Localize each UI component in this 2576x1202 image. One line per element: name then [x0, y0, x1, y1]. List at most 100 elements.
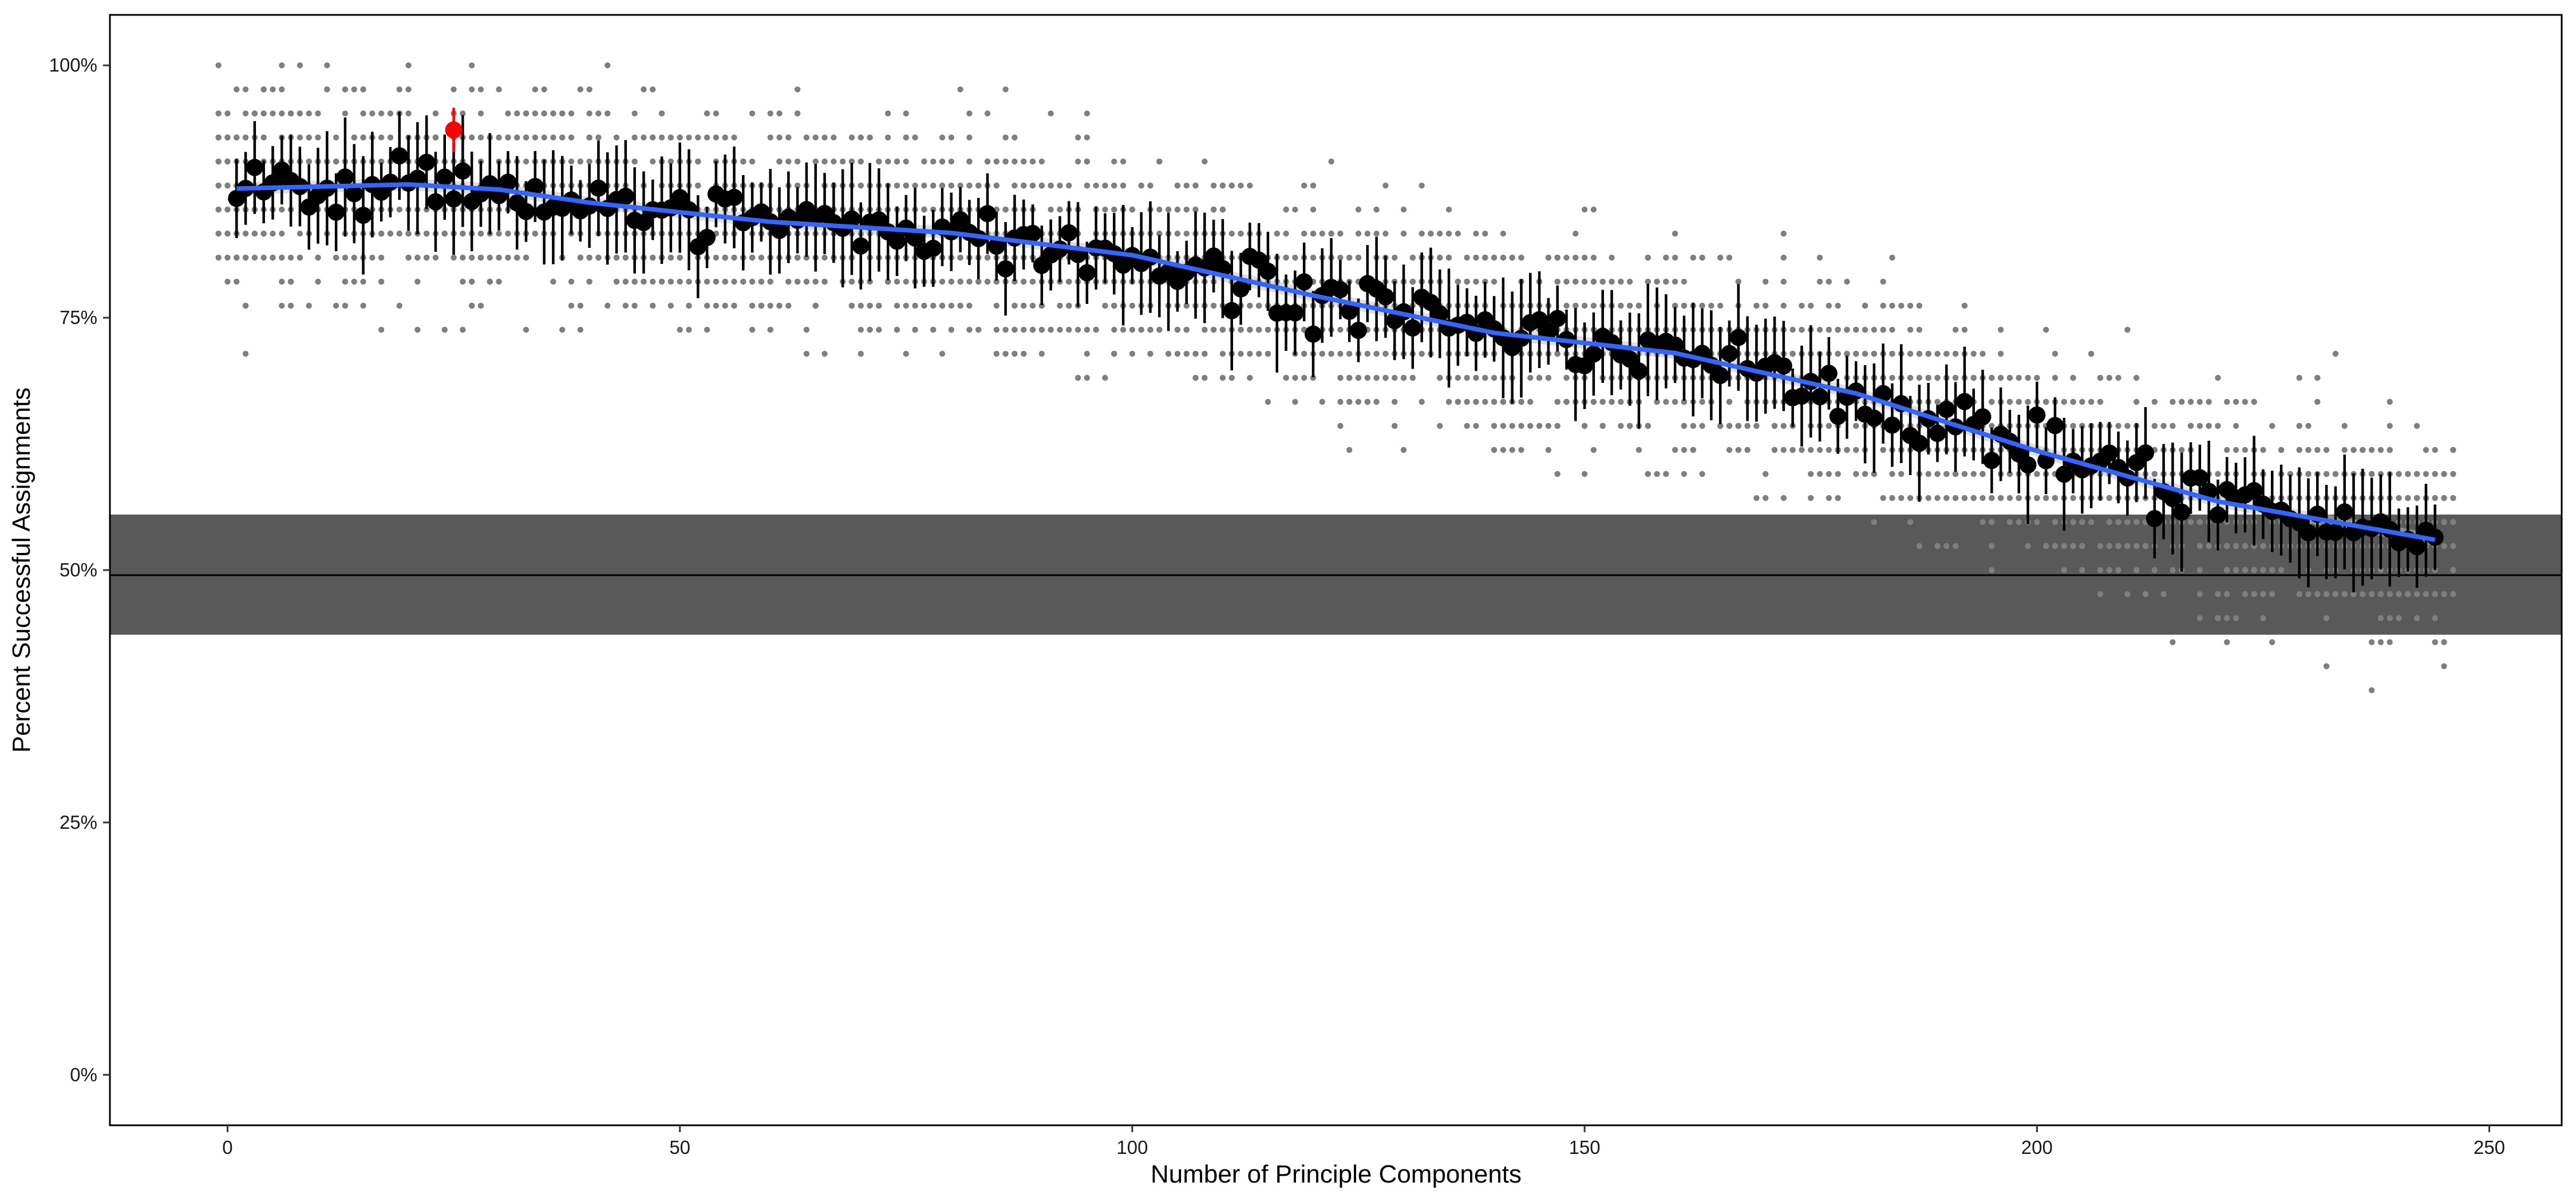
- mean-point: [426, 193, 444, 211]
- raw-point: [2052, 519, 2059, 525]
- raw-point: [1392, 422, 1398, 429]
- raw-point: [1609, 254, 1615, 261]
- raw-point: [1952, 350, 1959, 357]
- raw-point: [2314, 398, 2321, 405]
- raw-point: [667, 158, 674, 165]
- raw-point: [1084, 110, 1091, 117]
- raw-point: [884, 278, 891, 285]
- raw-point: [1002, 134, 1009, 141]
- raw-point: [1844, 350, 1850, 357]
- raw-point: [1934, 470, 1941, 477]
- raw-point: [2151, 567, 2158, 574]
- raw-point: [1029, 278, 1036, 285]
- raw-point: [1799, 302, 1805, 309]
- raw-point: [894, 326, 900, 333]
- raw-point: [1174, 182, 1181, 189]
- raw-point: [1219, 182, 1226, 189]
- raw-point: [984, 278, 991, 285]
- raw-point: [2413, 591, 2420, 598]
- mean-point: [1377, 288, 1394, 306]
- raw-point: [2341, 591, 2348, 598]
- raw-point: [1545, 374, 1552, 381]
- raw-point: [1301, 374, 1307, 381]
- raw-point: [1518, 446, 1524, 453]
- raw-point: [1147, 182, 1153, 189]
- raw-point: [1726, 398, 1733, 405]
- mean-point: [1883, 416, 1901, 434]
- raw-point: [1952, 543, 1959, 549]
- raw-point: [2224, 615, 2230, 622]
- raw-point: [1961, 302, 1968, 309]
- raw-point: [2296, 374, 2302, 381]
- raw-point: [2423, 591, 2429, 598]
- raw-point: [468, 278, 475, 285]
- raw-point: [966, 302, 973, 309]
- raw-point: [1048, 206, 1054, 213]
- raw-point: [613, 254, 620, 261]
- raw-point: [1038, 182, 1045, 189]
- raw-point: [2042, 543, 2049, 549]
- raw-point: [1889, 374, 1895, 381]
- raw-point: [1111, 350, 1117, 357]
- raw-point: [1934, 495, 1941, 501]
- raw-point: [324, 62, 330, 69]
- raw-point: [2025, 398, 2031, 405]
- raw-point: [2413, 470, 2420, 477]
- raw-point: [1654, 278, 1660, 285]
- raw-point: [1554, 398, 1560, 405]
- raw-point: [1699, 422, 1705, 429]
- raw-point: [1265, 398, 1271, 405]
- raw-point: [1889, 254, 1895, 261]
- raw-point: [1681, 278, 1688, 285]
- raw-point: [957, 302, 963, 309]
- raw-point: [396, 86, 402, 93]
- raw-point: [704, 302, 710, 309]
- raw-point: [1916, 350, 1923, 357]
- raw-point: [704, 278, 710, 285]
- raw-point: [242, 230, 249, 237]
- raw-point: [1952, 470, 1959, 477]
- raw-point: [1183, 350, 1190, 357]
- mean-point: [1712, 367, 1729, 385]
- raw-point: [559, 110, 566, 117]
- raw-point: [2052, 495, 2059, 501]
- raw-point: [2350, 446, 2357, 453]
- raw-point: [2233, 446, 2239, 453]
- raw-point: [749, 158, 756, 165]
- raw-point: [1491, 422, 1498, 429]
- mean-point: [1820, 365, 1838, 382]
- raw-point: [1074, 134, 1081, 141]
- raw-point: [1120, 182, 1127, 189]
- raw-point: [1292, 206, 1298, 213]
- raw-point: [2042, 495, 2049, 501]
- raw-point: [1183, 302, 1190, 309]
- raw-point: [1880, 446, 1886, 453]
- raw-point: [242, 110, 249, 117]
- mean-point: [1341, 302, 1358, 320]
- raw-point: [740, 158, 746, 165]
- raw-point: [287, 302, 294, 309]
- raw-point: [477, 254, 484, 261]
- raw-point: [342, 302, 349, 309]
- raw-point: [1816, 254, 1823, 261]
- raw-point: [631, 302, 638, 309]
- raw-point: [939, 134, 946, 141]
- raw-point: [1907, 302, 1914, 309]
- raw-point: [1084, 326, 1091, 333]
- raw-point: [550, 278, 556, 285]
- raw-point: [975, 182, 982, 189]
- raw-point: [378, 158, 385, 165]
- raw-point: [270, 110, 276, 117]
- raw-point: [369, 110, 376, 117]
- smooth-line: [236, 182, 2436, 543]
- raw-point: [1880, 278, 1886, 285]
- raw-point: [1319, 398, 1325, 405]
- y-tick-label: 50%: [60, 559, 97, 580]
- raw-point: [2142, 543, 2149, 549]
- raw-point: [1156, 230, 1163, 237]
- raw-point: [306, 134, 312, 141]
- raw-point: [1844, 278, 1850, 285]
- raw-point: [532, 134, 539, 141]
- mean-point: [1404, 319, 1421, 337]
- raw-point: [749, 326, 756, 333]
